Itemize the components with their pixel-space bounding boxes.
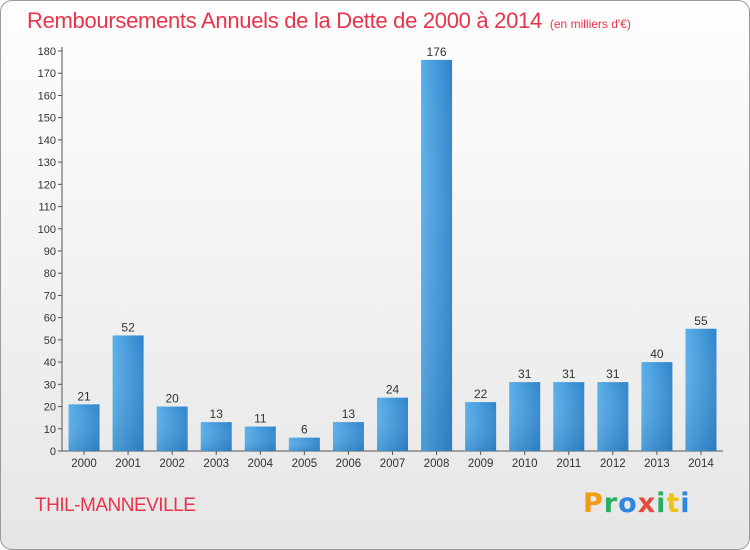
x-tick-label: 2002 bbox=[159, 458, 185, 470]
y-tick-label: 140 bbox=[38, 135, 56, 147]
y-tick-label: 50 bbox=[44, 335, 56, 347]
x-tick-label: 2013 bbox=[644, 458, 670, 470]
y-tick-label: 80 bbox=[44, 268, 56, 280]
y-tick-label: 0 bbox=[50, 446, 56, 458]
bar-shade-2004 bbox=[244, 426, 276, 451]
value-label: 13 bbox=[210, 407, 224, 421]
x-tick-label: 2005 bbox=[292, 458, 318, 470]
commune-name: THIL-MANNEVILLE bbox=[35, 495, 196, 516]
bar-shade-2009 bbox=[465, 402, 497, 451]
y-tick-label: 170 bbox=[38, 68, 56, 80]
bar-shade-2003 bbox=[200, 422, 232, 451]
value-label: 20 bbox=[165, 392, 179, 406]
y-tick-label: 20 bbox=[44, 402, 56, 414]
axes: 0 10 20 30 40 50 60 70 80 90 100 110 120 130 140 150 160… bbox=[38, 46, 723, 470]
y-tick-label: 120 bbox=[38, 179, 56, 191]
value-label: 31 bbox=[606, 367, 620, 381]
bar-shade-2005 bbox=[288, 437, 320, 451]
x-tick-label: 2011 bbox=[556, 458, 581, 470]
y-tick-label: 180 bbox=[38, 46, 56, 58]
x-tick-label: 2003 bbox=[203, 458, 229, 470]
bar-shade-2002 bbox=[156, 406, 188, 451]
value-label: 31 bbox=[518, 367, 532, 381]
y-tick-label: 110 bbox=[38, 202, 56, 214]
value-label: 31 bbox=[562, 367, 576, 381]
bar-shade-2013 bbox=[641, 362, 673, 451]
y-tick-label: 160 bbox=[38, 90, 56, 102]
x-tick-label: 2001 bbox=[115, 458, 141, 470]
value-label: 40 bbox=[650, 347, 664, 361]
bar-shade-2014 bbox=[685, 328, 717, 451]
y-tick-label: 100 bbox=[38, 224, 56, 236]
y-tick-label: 10 bbox=[44, 424, 56, 436]
bar-shade-2010 bbox=[509, 382, 541, 451]
y-tick-label: 70 bbox=[44, 290, 56, 302]
proxiti-logo: Proxiti bbox=[583, 488, 691, 519]
y-tick-label: 30 bbox=[44, 379, 56, 391]
x-tick-label: 2010 bbox=[512, 458, 538, 470]
value-label: 55 bbox=[694, 314, 708, 328]
x-tick-label: 2006 bbox=[336, 458, 362, 470]
bars: 21 52 20 13 11 6 13 24 176 22 31 31 31 40 55 bbox=[68, 45, 717, 452]
chart-title: Remboursements Annuels de la Dette de 20… bbox=[27, 8, 631, 34]
y-tick-label: 40 bbox=[44, 357, 56, 369]
value-label: 22 bbox=[474, 387, 488, 401]
bar-shade-2006 bbox=[332, 422, 364, 451]
x-tick-label: 2004 bbox=[248, 458, 274, 470]
x-tick-label: 2014 bbox=[688, 458, 714, 470]
title-unit: (en milliers d'€) bbox=[549, 17, 631, 31]
bar-shade-2000 bbox=[68, 404, 100, 451]
x-tick-label: 2007 bbox=[380, 458, 406, 470]
value-label: 6 bbox=[301, 423, 308, 437]
x-tick-label: 2008 bbox=[424, 458, 450, 470]
bar-shade-2007 bbox=[377, 397, 408, 451]
value-label: 21 bbox=[77, 389, 91, 403]
x-tick-label: 2012 bbox=[600, 458, 626, 470]
value-label: 52 bbox=[121, 320, 135, 334]
y-tick-label: 60 bbox=[44, 313, 56, 325]
y-tick-label: 130 bbox=[38, 157, 56, 169]
value-label: 11 bbox=[254, 412, 267, 426]
bar-shade-2001 bbox=[112, 335, 144, 451]
value-label: 176 bbox=[427, 45, 447, 59]
value-label: 13 bbox=[342, 407, 356, 421]
y-tick-label: 90 bbox=[44, 246, 56, 258]
bar-shade-2012 bbox=[597, 382, 629, 451]
value-label: 24 bbox=[386, 383, 400, 397]
bar-shade-2008 bbox=[421, 59, 453, 452]
bar-shade-2011 bbox=[553, 382, 585, 451]
x-tick-label: 2000 bbox=[71, 458, 97, 470]
title-main: Remboursements Annuels de la Dette de 20… bbox=[27, 8, 542, 33]
x-tick-label: 2009 bbox=[468, 458, 494, 470]
y-tick-label: 150 bbox=[38, 113, 56, 125]
